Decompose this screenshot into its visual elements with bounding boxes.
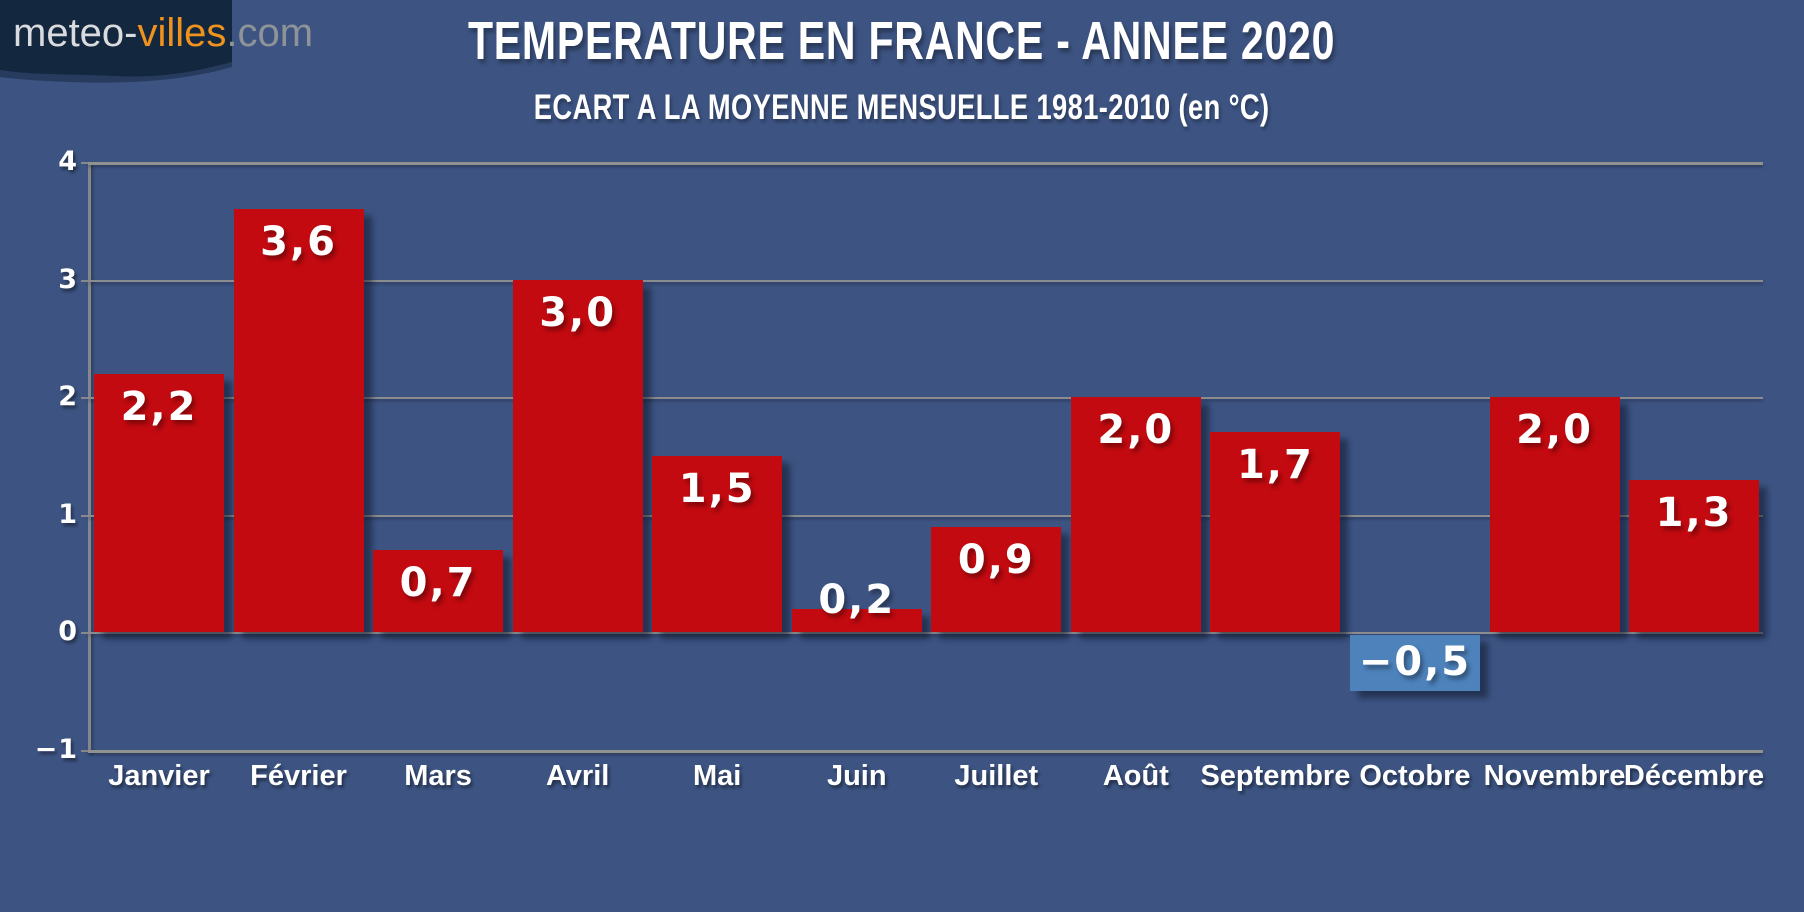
- y-axis-label-0: 0: [58, 616, 78, 648]
- month-label-juillet: Juillet: [954, 760, 1039, 792]
- month-label-octobre: Octobre: [1359, 760, 1471, 792]
- y-axis-tick: [81, 514, 88, 517]
- bar-value-label-février: 3,6: [260, 219, 337, 266]
- y-axis-label--1: −1: [34, 734, 78, 765]
- month-label-avril: Avril: [545, 760, 610, 792]
- y-axis-tick: [81, 397, 88, 400]
- gridline-y-1: [88, 750, 1763, 753]
- chart-plot-area: 2,2 3,6 0,7 3,0 1,5 0,2 0,9 2,0 1,7 −0,5 2,0 1,3: [88, 162, 1763, 753]
- month-label-mai: Mai: [693, 760, 742, 792]
- logo-text-villes: villes: [137, 11, 227, 55]
- bar-août: 2,0: [1070, 397, 1201, 633]
- month-label-mars: Mars: [404, 760, 472, 792]
- y-axis-tick: [81, 279, 88, 282]
- bar-value-label-novembre: 2,0: [1516, 407, 1593, 454]
- month-label-janvier: Janvier: [108, 760, 210, 792]
- chart-subtitle: ECART A LA MOYENNE MENSUELLE 1981-2010 (…: [534, 88, 1270, 127]
- bar-janvier: 2,2: [94, 373, 224, 633]
- month-label-septembre: Septembre: [1200, 760, 1351, 792]
- y-axis-label-1: 1: [58, 498, 78, 530]
- bar-value-label-mai: 1,5: [678, 466, 756, 512]
- y-axis-label-2: 2: [58, 381, 78, 413]
- y-axis-tick: [81, 632, 88, 635]
- bar-value-label-janvier: 2,2: [120, 383, 198, 430]
- bar-value-label-juin: 0,2: [818, 576, 896, 623]
- meteo-villes-logo-shape: [0, 0, 232, 83]
- y-axis-label-3: 3: [58, 263, 78, 295]
- gridline-y4: [88, 162, 1763, 165]
- meteo-villes-logo-text[interactable]: meteo-villes.com: [13, 11, 313, 56]
- month-label-décembre: Décembre: [1623, 760, 1765, 792]
- bar-value-label-mars: 0,7: [399, 560, 477, 607]
- bar-value-label-décembre: 1,3: [1655, 489, 1733, 536]
- bar-avril: 3,0: [512, 279, 643, 633]
- chart-title: TEMPERATURE EN FRANCE - ANNEE 2020: [468, 11, 1336, 71]
- y-axis-tick: [81, 750, 88, 752]
- y-axis-line: [88, 162, 91, 753]
- bar-novembre: 2,0: [1489, 397, 1620, 633]
- bar-décembre: 1,3: [1629, 479, 1760, 633]
- bar-juin: 0,2: [791, 577, 922, 633]
- month-label-juin: Juin: [826, 760, 887, 792]
- month-label-août: Août: [1102, 760, 1169, 792]
- bar-septembre: 1,7: [1210, 432, 1341, 633]
- month-label-novembre: Novembre: [1483, 760, 1626, 792]
- bar-octobre: −0,5: [1349, 635, 1480, 692]
- bar-février: 3,6: [233, 209, 364, 633]
- bar-mars: 0,7: [373, 550, 504, 633]
- bar-mai: 1,5: [652, 456, 783, 633]
- y-axis-label-4: 4: [58, 146, 78, 177]
- gridline-y3: [88, 279, 1763, 282]
- bar-value-label-octobre: −0,5: [1358, 639, 1472, 686]
- month-label-février: Février: [250, 760, 347, 792]
- logo-text-meteo: meteo-: [13, 11, 138, 55]
- bar-value-label-septembre: 1,7: [1236, 442, 1314, 489]
- y-axis-tick: [81, 162, 88, 164]
- gridline-y0: [88, 632, 1763, 635]
- logo-text-com: .com: [226, 11, 314, 55]
- gridline-y2: [88, 397, 1763, 400]
- bar-value-label-avril: 3,0: [539, 289, 617, 336]
- gridline-y1: [88, 514, 1763, 517]
- bar-juillet: 0,9: [931, 526, 1062, 633]
- bar-value-label-juillet: 0,9: [957, 536, 1035, 583]
- bar-value-label-août: 2,0: [1097, 407, 1175, 454]
